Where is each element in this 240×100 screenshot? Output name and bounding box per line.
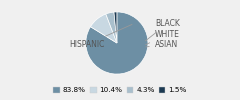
Text: WHITE: WHITE [146, 30, 180, 45]
Text: HISPANIC: HISPANIC [69, 24, 132, 49]
Legend: 83.8%, 10.4%, 4.3%, 1.5%: 83.8%, 10.4%, 4.3%, 1.5% [50, 84, 190, 96]
Text: BLACK: BLACK [145, 19, 180, 41]
Wedge shape [106, 12, 117, 43]
Wedge shape [114, 12, 117, 43]
Wedge shape [90, 14, 117, 43]
Text: ASIAN: ASIAN [146, 40, 178, 49]
Wedge shape [86, 12, 148, 74]
